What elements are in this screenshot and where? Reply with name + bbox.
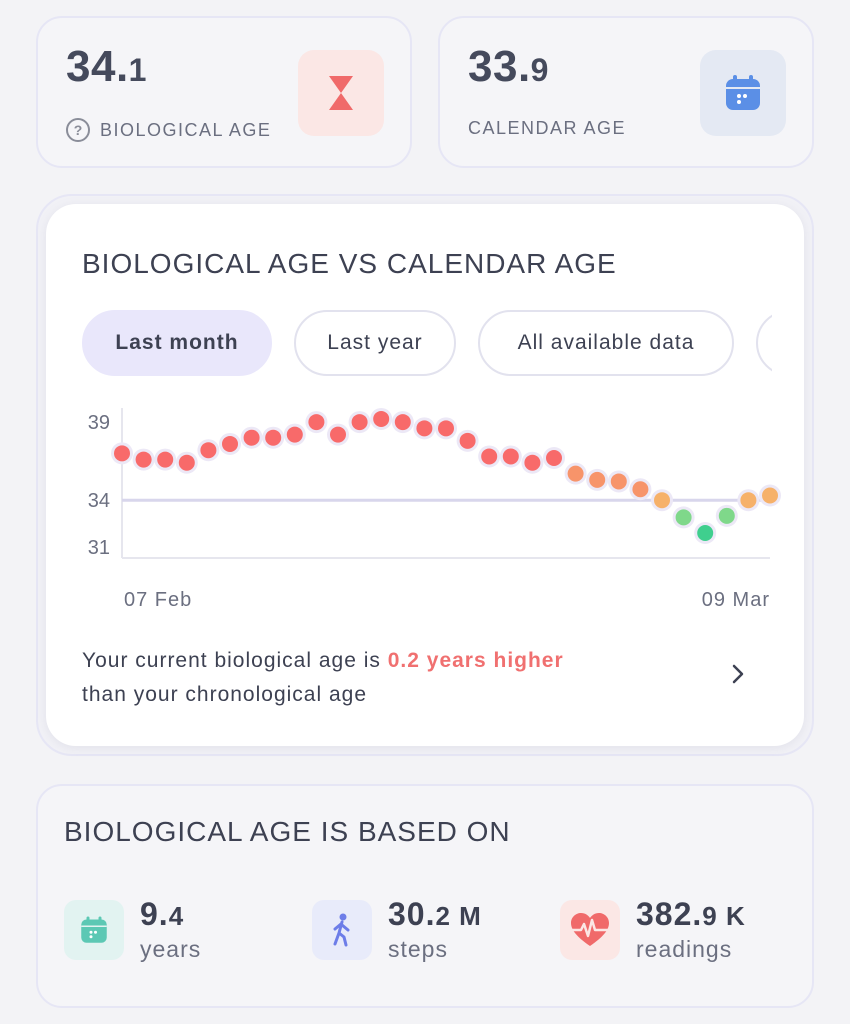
based-on-title: BIOLOGICAL AGE IS BASED ON <box>64 816 511 847</box>
data-point <box>178 454 195 471</box>
data-point <box>135 451 152 468</box>
y-tick-label: 39 <box>88 412 110 434</box>
based-on-card: BIOLOGICAL AGE IS BASED ON 9.4 years 30.… <box>36 784 814 1008</box>
comparison-title: BIOLOGICAL AGE VS CALENDAR AGE <box>82 248 617 279</box>
y-tick-label: 34 <box>88 490 110 512</box>
data-point <box>481 448 498 465</box>
data-point <box>459 432 476 449</box>
comparison-card: BIOLOGICAL AGE VS CALENDAR AGE Last mont… <box>46 204 804 746</box>
chip-last-month[interactable]: Last month <box>82 310 272 376</box>
metric-steps: 30.2 M steps <box>312 896 532 976</box>
calendar-icon <box>64 900 124 960</box>
biological-age-label: ? BIOLOGICAL AGE <box>66 118 271 142</box>
data-point <box>373 410 390 427</box>
data-point <box>330 426 346 443</box>
x-tick-label-start: 07 Feb <box>124 589 192 611</box>
metric-years-unit: years <box>140 936 202 962</box>
metric-years-value: 9.4 <box>140 896 185 932</box>
summary-highlight: 0.2 years higher <box>387 649 564 672</box>
summary-text: Your current biological age is 0.2 years… <box>82 644 702 712</box>
data-point <box>351 414 368 431</box>
chevron-right-icon[interactable] <box>728 660 748 688</box>
data-point <box>265 429 282 446</box>
data-point <box>157 451 174 468</box>
metric-readings-value: 382.9 K <box>636 896 746 932</box>
biological-age-value: 34.1 <box>66 42 147 91</box>
data-point <box>762 487 778 504</box>
data-point <box>502 448 519 465</box>
biological-age-card[interactable]: 34.1 ? BIOLOGICAL AGE <box>36 16 412 168</box>
metric-years: 9.4 years <box>64 896 284 976</box>
age-chart: 39 34 31 07 Feb 09 Mar <box>88 407 781 611</box>
data-point <box>589 471 606 488</box>
x-tick-label-end: 09 Mar <box>702 589 770 611</box>
data-point <box>308 414 325 431</box>
data-point <box>222 435 238 452</box>
metric-steps-value: 30.2 M <box>388 896 482 932</box>
calendar-age-label: CALENDAR AGE <box>468 118 627 138</box>
data-point <box>675 509 692 526</box>
metric-readings-unit: readings <box>636 936 733 962</box>
hourglass-icon <box>298 50 384 136</box>
data-point <box>697 525 714 541</box>
y-tick-label: 31 <box>88 537 110 559</box>
data-point <box>416 420 433 437</box>
data-point <box>394 414 411 431</box>
metric-readings: 382.9 K readings <box>560 896 790 976</box>
summary-prefix: Your current biological age is <box>82 649 388 672</box>
data-point <box>632 481 649 498</box>
period-filter: Last month Last year All available data <box>82 310 772 380</box>
data-point <box>243 429 260 446</box>
calendar-icon <box>700 50 786 136</box>
calendar-age-value: 33.9 <box>468 42 549 91</box>
help-icon[interactable]: ? <box>66 118 90 142</box>
data-point <box>438 420 454 437</box>
data-point <box>286 426 303 443</box>
data-point <box>654 492 670 509</box>
metric-steps-unit: steps <box>388 936 448 962</box>
heart-pulse-icon <box>560 900 620 960</box>
data-point <box>200 442 217 459</box>
chip-last-year[interactable]: Last year <box>294 310 456 376</box>
chip-more[interactable] <box>756 310 772 376</box>
data-point <box>114 445 130 462</box>
comparison-card-frame: BIOLOGICAL AGE VS CALENDAR AGE Last mont… <box>36 194 814 756</box>
data-point <box>546 450 562 466</box>
summary-suffix: than your chronological age <box>82 683 368 706</box>
data-point <box>718 507 735 524</box>
calendar-age-card[interactable]: 33.9 CALENDAR AGE <box>438 16 814 168</box>
data-point <box>524 454 541 471</box>
data-point <box>740 492 757 509</box>
chip-all-available-data[interactable]: All available data <box>478 310 734 376</box>
data-point <box>610 473 627 490</box>
data-point <box>567 465 584 482</box>
walking-person-icon <box>312 900 372 960</box>
